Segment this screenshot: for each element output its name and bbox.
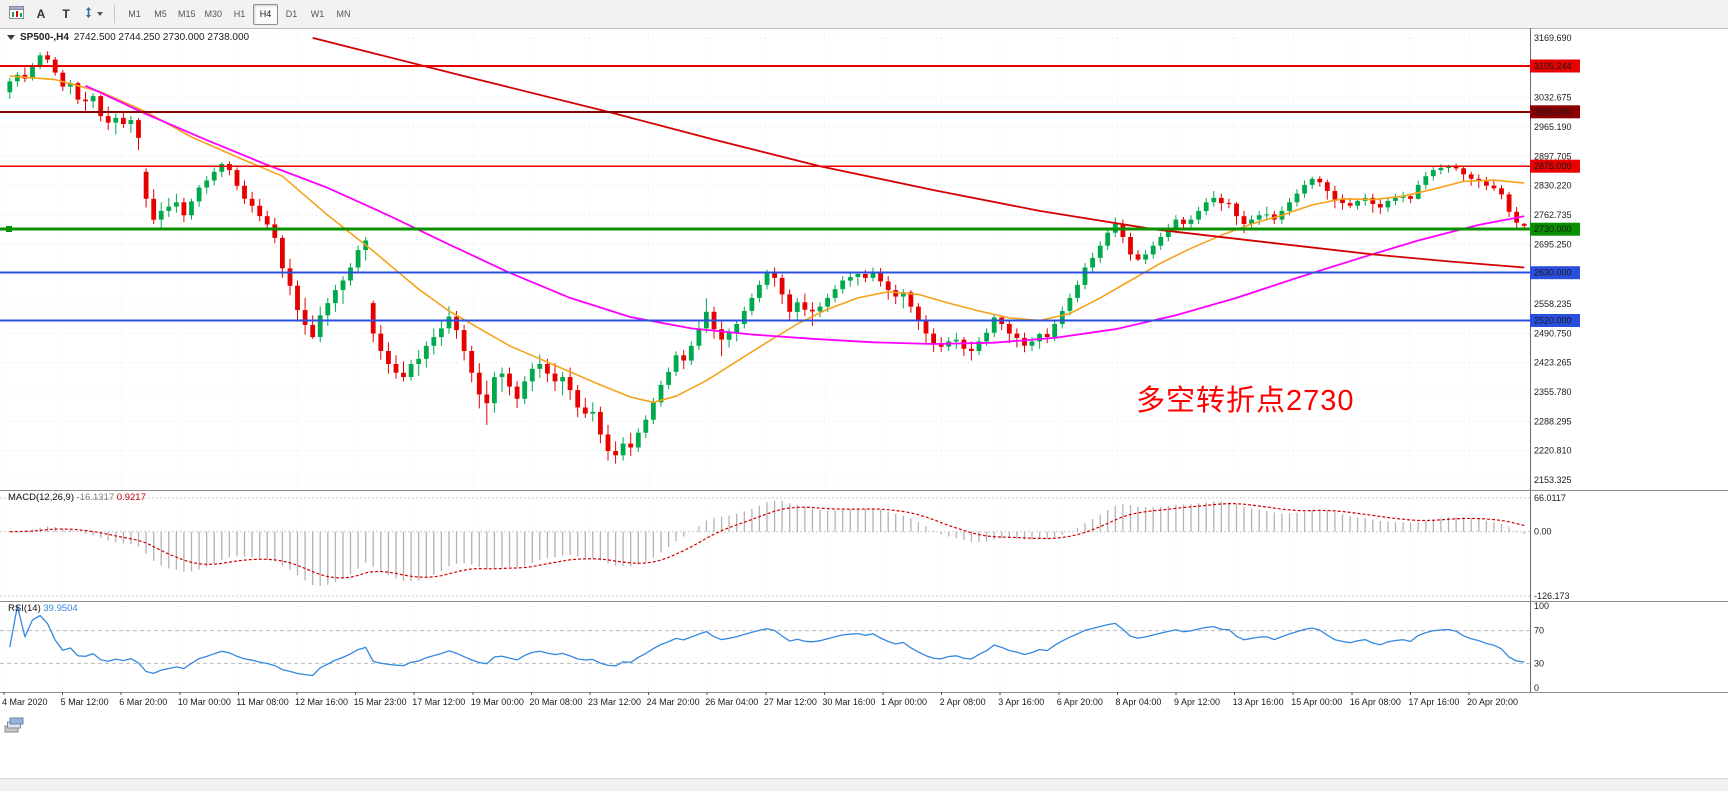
price-axis[interactable]: 3169.690 3032.675 2965.190 2897.705 2830.220… xyxy=(1530,33,1580,693)
timeframe-m5[interactable]: M5 xyxy=(148,4,173,25)
svg-text:2830.220: 2830.220 xyxy=(1534,181,1572,191)
svg-text:2355.780: 2355.780 xyxy=(1534,387,1572,397)
hlines-layer xyxy=(0,65,1530,322)
chart-window-icon-button[interactable] xyxy=(4,3,28,25)
macd-name: MACD(12,26,9) xyxy=(8,492,74,503)
svg-text:15 Apr 00:00: 15 Apr 00:00 xyxy=(1291,697,1342,707)
moving-averages-layer xyxy=(9,37,1525,404)
svg-text:11 Mar 08:00: 11 Mar 08:00 xyxy=(236,697,288,707)
chart-collapse-icon[interactable] xyxy=(7,35,15,40)
rsi-value: 39.9504 xyxy=(43,603,78,614)
macd-main-value: -16.1317 xyxy=(76,492,115,503)
timeframe-h4[interactable]: H4 xyxy=(253,3,279,25)
timeframe-w1[interactable]: W1 xyxy=(305,4,330,25)
macd-panel xyxy=(0,497,1530,597)
svg-text:4 Mar 2020: 4 Mar 2020 xyxy=(2,697,48,707)
svg-text:3032.675: 3032.675 xyxy=(1534,93,1572,103)
ma-slow-red xyxy=(312,37,1525,269)
svg-text:24 Mar 20:00: 24 Mar 20:00 xyxy=(647,697,700,707)
svg-text:13 Apr 16:00: 13 Apr 16:00 xyxy=(1233,697,1284,707)
chinese-annotation-text: 多空转折点2730 xyxy=(1136,385,1355,417)
scale-arrows-icon xyxy=(83,6,94,22)
svg-text:15 Mar 23:00: 15 Mar 23:00 xyxy=(354,697,407,707)
annotation-a-tool-button[interactable]: A xyxy=(29,3,53,25)
svg-text:6 Mar 20:00: 6 Mar 20:00 xyxy=(119,697,167,707)
svg-text:6 Apr 20:00: 6 Apr 20:00 xyxy=(1057,697,1103,707)
svg-text:66.0117: 66.0117 xyxy=(1534,493,1566,503)
chart-window-icon xyxy=(8,6,24,22)
macd-signal-value: 0.9217 xyxy=(116,492,146,503)
svg-text:2965.190: 2965.190 xyxy=(1534,122,1572,132)
chevron-down-icon xyxy=(97,12,103,16)
svg-text:9 Apr 12:00: 9 Apr 12:00 xyxy=(1174,697,1220,707)
svg-text:2423.265: 2423.265 xyxy=(1534,358,1572,368)
chart-title: SP500-,H4 2742.500 2744.250 2730.000 273… xyxy=(7,32,249,43)
ma-fast-orange xyxy=(9,75,1525,404)
svg-text:19 Mar 00:00: 19 Mar 00:00 xyxy=(471,697,524,707)
svg-text:2 Apr 08:00: 2 Apr 08:00 xyxy=(940,697,986,707)
time-axis[interactable]: 4 Mar 2020 5 Mar 12:00 6 Mar 20:00 10 Mar 0… xyxy=(2,697,1518,707)
chart-ohlc-values: 2742.500 2744.250 2730.000 2738.000 xyxy=(73,32,250,43)
svg-text:2520.000: 2520.000 xyxy=(1534,316,1572,326)
svg-text:2730.000: 2730.000 xyxy=(1534,224,1572,234)
svg-text:23 Mar 12:00: 23 Mar 12:00 xyxy=(588,697,641,707)
chart-symbol-period: SP500-,H4 xyxy=(20,32,69,43)
top-toolbar: A T M1 M5 M15 M30 H1 H4 D1 W1 MN xyxy=(0,0,1728,29)
rsi-panel xyxy=(0,605,1530,677)
svg-text:2490.750: 2490.750 xyxy=(1534,328,1572,338)
timeframe-m1[interactable]: M1 xyxy=(122,4,147,25)
svg-text:2153.325: 2153.325 xyxy=(1534,475,1572,485)
svg-text:100: 100 xyxy=(1534,601,1549,611)
rsi-line xyxy=(9,605,1525,677)
timeframe-m15[interactable]: M15 xyxy=(174,4,200,25)
svg-text:27 Mar 12:00: 27 Mar 12:00 xyxy=(764,697,817,707)
svg-text:3000.000: 3000.000 xyxy=(1534,107,1572,117)
svg-text:12 Mar 16:00: 12 Mar 16:00 xyxy=(295,697,348,707)
svg-text:2220.810: 2220.810 xyxy=(1534,446,1572,456)
svg-text:2695.250: 2695.250 xyxy=(1534,239,1572,249)
timeframe-h1[interactable]: H1 xyxy=(227,4,252,25)
svg-text:5 Mar 12:00: 5 Mar 12:00 xyxy=(61,697,109,707)
svg-text:3105.244: 3105.244 xyxy=(1534,61,1572,71)
svg-text:30 Mar 16:00: 30 Mar 16:00 xyxy=(822,697,875,707)
macd-indicator-label: MACD(12,26,9) -16.1317 0.9217 xyxy=(8,492,146,503)
svg-text:16 Apr 08:00: 16 Apr 08:00 xyxy=(1350,697,1401,707)
timeframe-buttons: M1 M5 M15 M30 H1 H4 D1 W1 MN xyxy=(122,3,356,25)
timeframe-d1[interactable]: D1 xyxy=(279,4,304,25)
svg-text:2897.705: 2897.705 xyxy=(1534,151,1572,161)
toolbar-separator xyxy=(114,5,115,23)
svg-text:10 Mar 00:00: 10 Mar 00:00 xyxy=(178,697,231,707)
svg-text:8 Apr 04:00: 8 Apr 04:00 xyxy=(1115,697,1161,707)
bottom-strip xyxy=(0,778,1728,791)
svg-text:3169.690: 3169.690 xyxy=(1534,33,1572,43)
svg-text:2875.000: 2875.000 xyxy=(1534,161,1572,171)
scale-arrows-dropdown-button[interactable] xyxy=(79,3,107,25)
ma-mid-magenta xyxy=(85,84,1525,345)
grid-layer xyxy=(0,30,1530,692)
svg-text:17 Mar 12:00: 17 Mar 12:00 xyxy=(412,697,465,707)
svg-text:0.00: 0.00 xyxy=(1534,527,1552,537)
rsi-name: RSI(14) xyxy=(8,603,41,614)
svg-text:20 Apr 20:00: 20 Apr 20:00 xyxy=(1467,697,1518,707)
price-chart[interactable]: 3169.690 3032.675 2965.190 2897.705 2830.220… xyxy=(0,28,1728,714)
svg-text:2630.000: 2630.000 xyxy=(1534,268,1572,278)
text-tool-button[interactable]: T xyxy=(54,3,78,25)
svg-text:2558.235: 2558.235 xyxy=(1534,299,1572,309)
frame-layer xyxy=(0,28,1728,695)
svg-text:20 Mar 08:00: 20 Mar 08:00 xyxy=(529,697,582,707)
svg-text:70: 70 xyxy=(1534,626,1544,636)
rsi-indicator-label: RSI(14) 39.9504 xyxy=(8,603,78,614)
svg-text:2288.295: 2288.295 xyxy=(1534,416,1572,426)
timeframe-m30[interactable]: M30 xyxy=(201,4,227,25)
timeframe-mn[interactable]: MN xyxy=(331,4,356,25)
svg-text:-126.173: -126.173 xyxy=(1534,591,1570,601)
svg-text:17 Apr 16:00: 17 Apr 16:00 xyxy=(1408,697,1459,707)
svg-text:30: 30 xyxy=(1534,658,1544,668)
svg-text:2762.735: 2762.735 xyxy=(1534,210,1572,220)
layers-icon[interactable] xyxy=(4,717,24,739)
svg-text:26 Mar 04:00: 26 Mar 04:00 xyxy=(705,697,758,707)
svg-text:0: 0 xyxy=(1534,683,1539,693)
svg-text:3 Apr 16:00: 3 Apr 16:00 xyxy=(998,697,1044,707)
svg-text:1 Apr 00:00: 1 Apr 00:00 xyxy=(881,697,927,707)
